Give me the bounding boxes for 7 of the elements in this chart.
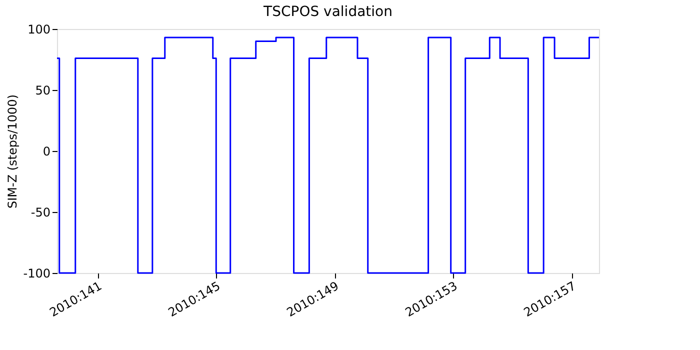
y-tick-label: -50 <box>30 206 50 220</box>
y-axis-title: SIM-Z (steps/1000) <box>5 94 20 209</box>
y-tick-label: 0 <box>42 144 50 158</box>
y-tick-label: 50 <box>35 84 50 98</box>
y-tick-label: -100 <box>23 266 50 280</box>
y-tick-label: 100 <box>28 22 50 36</box>
chart-title: TSCPOS validation <box>262 4 392 20</box>
